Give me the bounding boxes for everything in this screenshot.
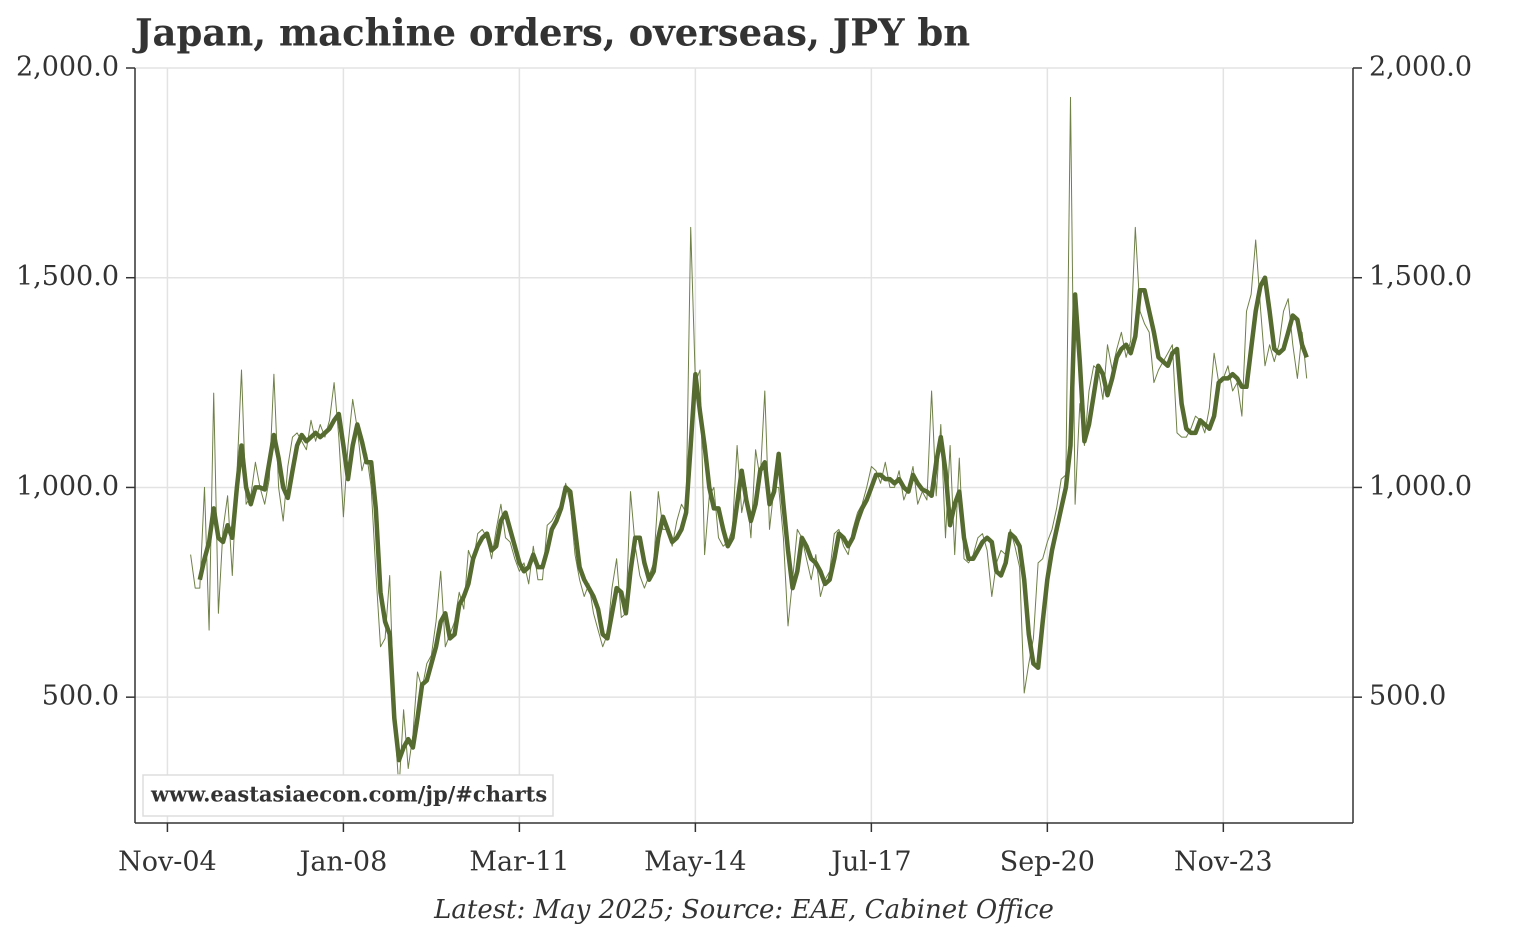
y2-tick-label: 1,500.0 [1369,261,1472,292]
x-tick-label: Mar-11 [469,847,569,878]
source-note: Latest: May 2025; Source: EAE, Cabinet O… [433,895,1054,925]
watermark: www.eastasiaecon.com/jp/#charts [150,782,547,807]
watermark-box [142,774,554,817]
y2-tick-label: 2,000.0 [1369,52,1472,83]
data-line [197,275,1309,763]
y-tick-label: 1,500.0 [16,261,119,292]
y2-tick-label: 1,000.0 [1369,471,1472,502]
y-tick-label: 2,000.0 [16,52,119,83]
y-tick-label: 500.0 [42,681,119,712]
x-tick-label: Nov-04 [118,847,217,878]
x-tick-label: Nov-23 [1174,847,1273,878]
x-tick-label: Jan-08 [297,847,388,878]
x-tick-label: Sep-20 [1000,847,1095,878]
x-tick-label: Jul-17 [828,847,911,878]
y-tick-label: 1,000.0 [16,471,119,502]
x-tick-label: May-14 [644,847,746,878]
y2-tick-label: 500.0 [1369,681,1446,712]
chart-title: Japan, machine orders, overseas, JPY bn [132,11,970,55]
data-line [190,96,1308,790]
